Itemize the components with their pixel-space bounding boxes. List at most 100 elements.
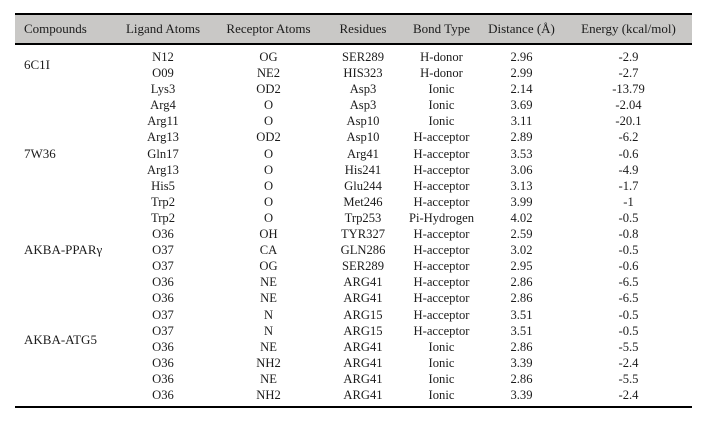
energy-cell: -2.04 [615, 98, 642, 113]
ligand-atom-cell: N12 [152, 50, 174, 64]
receptor-atom-cell: NE [260, 371, 277, 386]
ligand-atom-cell: O36 [152, 275, 174, 290]
residue-cell: ARG41 [343, 339, 383, 354]
table-row: O37 N ARG15 H-acceptor 3.51 -0.5 [15, 323, 692, 339]
energy-cell: -0.5 [618, 323, 639, 338]
receptor-atom-cell: OG [259, 50, 278, 64]
ligand-atom-cell: O36 [152, 371, 174, 386]
column-header: Bond Type [405, 14, 478, 45]
table-body: 6C1I N12 OG SER289 H-donor 2.96 -2.9 O09 NE2 HIS3… [15, 44, 692, 407]
residue-cell: SER289 [342, 50, 384, 64]
energy-cell: -4.9 [618, 162, 639, 177]
table-row: Trp2 O Trp253 Pi-Hydrogen 4.02 -0.5 [15, 210, 692, 226]
bond-type-cell: H-acceptor [413, 162, 470, 177]
ligand-atom-cell: Lys3 [150, 82, 176, 97]
ligand-atom-cell: O37 [152, 259, 174, 274]
table-row: Arg13 O His241 H-acceptor 3.06 -4.9 [15, 162, 692, 178]
table-row: O36 NE ARG41 Ionic 2.86 -5.5 [15, 339, 692, 355]
bond-type-cell: Ionic [428, 339, 455, 354]
receptor-atom-cell: OH [259, 227, 278, 242]
residue-cell: ARG41 [343, 387, 383, 402]
table-row: O36 NE ARG41 Ionic 2.86 -5.5 [15, 371, 692, 387]
bond-type-cell: Ionic [428, 114, 455, 129]
distance-cell: 3.99 [510, 194, 533, 209]
energy-cell: -5.5 [618, 371, 639, 386]
energy-cell: -2.4 [618, 387, 639, 402]
header-row: Compounds Ligand Atoms Receptor Atoms Resid… [15, 14, 692, 45]
receptor-atom-cell: O [263, 210, 274, 225]
residue-cell: Asp3 [349, 82, 377, 97]
distance-cell: 2.59 [510, 227, 533, 242]
energy-cell: -6.5 [618, 291, 639, 306]
receptor-atom-cell: O [263, 146, 274, 161]
table-row: Arg4 O Asp3 Ionic 3.69 -2.04 [15, 97, 692, 113]
energy-cell: -0.6 [618, 259, 639, 274]
energy-cell: -1.7 [618, 178, 639, 193]
ligand-atom-cell: O36 [152, 355, 174, 370]
distance-cell: 3.39 [510, 387, 533, 402]
table-row: AKBA-ATG5 O36 NE ARG41 H-acceptor 2.86 -6.5 [15, 274, 692, 347]
bond-type-cell: Ionic [428, 98, 455, 113]
distance-cell: 3.06 [510, 162, 533, 177]
energy-cell: -0.5 [618, 307, 639, 322]
distance-cell: 3.51 [510, 307, 533, 322]
receptor-atom-cell: NE [260, 275, 277, 290]
distance-cell: 3.02 [510, 243, 533, 258]
ligand-atom-cell: Arg11 [147, 114, 179, 129]
energy-cell: -0.5 [618, 210, 639, 225]
energy-cell: -2.7 [618, 66, 639, 81]
energy-cell: -6.5 [618, 275, 639, 290]
distance-cell: 3.69 [510, 98, 533, 113]
ligand-atom-cell: Trp2 [150, 210, 176, 225]
residue-cell: ARG41 [343, 355, 383, 370]
column-header: Distance (Å) [478, 14, 565, 45]
receptor-atom-cell: NE [260, 339, 277, 354]
receptor-atom-cell: N [263, 323, 274, 338]
table-row: Arg11 O Asp10 Ionic 3.11 -20.1 [15, 113, 692, 129]
energy-cell: -13.79 [612, 82, 645, 97]
energy-cell: -2.9 [618, 50, 639, 64]
table-row: Arg13 OD2 Asp10 H-acceptor 2.89 -6.2 [15, 129, 692, 145]
column-header: Residues [321, 14, 405, 45]
ligand-atom-cell: Arg13 [147, 130, 179, 145]
receptor-atom-cell: NE2 [256, 66, 281, 81]
ligand-atom-cell: O36 [152, 339, 174, 354]
compound-cell: AKBA-ATG5 [24, 332, 97, 348]
table-row: O37 CA GLN286 H-acceptor 3.02 -0.5 [15, 242, 692, 258]
energy-cell: -6.2 [618, 130, 639, 145]
distance-cell: 2.99 [510, 66, 533, 81]
residue-cell: Met246 [343, 194, 383, 209]
table-row: His5 O Glu244 H-acceptor 3.13 -1.7 [15, 178, 692, 194]
bond-type-cell: H-acceptor [413, 243, 470, 258]
receptor-atom-cell: CA [259, 243, 278, 258]
document-page: Compounds Ligand Atoms Receptor Atoms Resid… [15, 13, 692, 409]
residue-cell: ARG41 [343, 371, 383, 386]
bond-type-cell: Pi-Hydrogen [408, 210, 475, 225]
bond-type-cell: Ionic [428, 387, 455, 402]
receptor-atom-cell: OD2 [256, 82, 281, 97]
bond-type-cell: H-acceptor [413, 178, 470, 193]
column-header: Receptor Atoms [216, 14, 321, 45]
residue-cell: Trp253 [344, 210, 382, 225]
ligand-atom-cell: Gln17 [147, 146, 179, 161]
table-row: AKBA-PPARγ O36 OH TYR327 H-acceptor 2.59 -0.8 [15, 226, 692, 257]
table-row: O36 NH2 ARG41 Ionic 3.39 -2.4 [15, 355, 692, 371]
distance-cell: 3.11 [510, 114, 533, 129]
ligand-atom-cell: O36 [152, 227, 174, 242]
distance-cell: 2.86 [510, 339, 533, 354]
ligand-atom-cell: O37 [152, 243, 174, 258]
table-row: O36 NE ARG41 H-acceptor 2.86 -6.5 [15, 290, 692, 306]
table-row: O09 NE2 HIS323 H-donor 2.99 -2.7 [15, 65, 692, 81]
receptor-atom-cell: O [263, 162, 274, 177]
ligand-atom-cell: His5 [151, 178, 175, 193]
ligand-atom-cell: O09 [152, 66, 174, 81]
bond-type-cell: Ionic [428, 371, 455, 386]
residue-cell: TYR327 [340, 227, 386, 242]
energy-cell: -0.6 [618, 146, 639, 161]
receptor-atom-cell: OG [259, 259, 278, 274]
receptor-atom-cell: O [263, 98, 274, 113]
bond-type-cell: H-acceptor [413, 291, 470, 306]
ligand-atom-cell: Trp2 [150, 194, 176, 209]
bond-type-cell: H-acceptor [413, 146, 470, 161]
bond-type-cell: H-donor [420, 50, 463, 64]
